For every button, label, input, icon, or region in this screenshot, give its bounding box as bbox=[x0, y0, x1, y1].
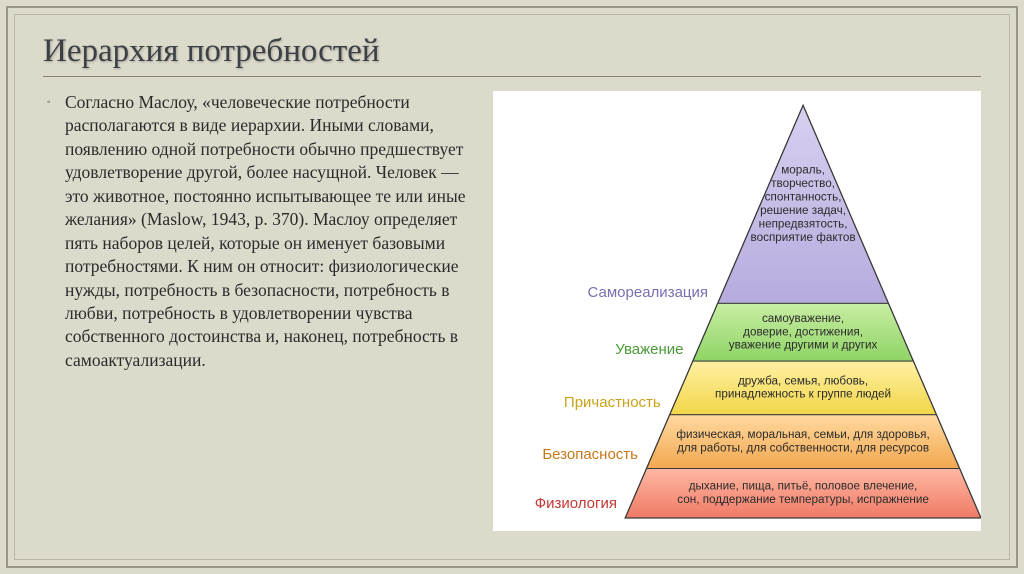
pyramid-panel: мораль,творчество,спонтанность,решение з… bbox=[493, 91, 981, 531]
content-row: ◦ Согласно Маслоу, «человеческие потребн… bbox=[43, 91, 981, 531]
pyramid-label-2: Причастность bbox=[493, 394, 661, 411]
pyramid-desc-0: мораль,творчество,спонтанность,решение з… bbox=[751, 164, 856, 244]
pyramid-label-3: Безопасность bbox=[493, 446, 638, 463]
pyramid-label-0: Самореализация bbox=[493, 284, 708, 301]
title-wrap: Иерархия потребностей bbox=[43, 33, 981, 77]
pyramid-svg: мораль,творчество,спонтанность,решение з… bbox=[493, 91, 981, 538]
bullet-icon: ◦ bbox=[47, 97, 51, 108]
text-column: ◦ Согласно Маслоу, «человеческие потребн… bbox=[43, 91, 483, 531]
pyramid-desc-2: дружба, семья, любовь,принадлежность к г… bbox=[715, 374, 891, 400]
outer-frame: Иерархия потребностей ◦ Согласно Маслоу,… bbox=[6, 6, 1018, 568]
pyramid-desc-4: дыхание, пища, питьё, половое влечение,с… bbox=[677, 480, 929, 506]
inner-frame: Иерархия потребностей ◦ Согласно Маслоу,… bbox=[14, 14, 1010, 560]
pyramid-label-1: Уважение bbox=[493, 341, 684, 358]
page-title: Иерархия потребностей bbox=[43, 33, 981, 70]
body-paragraph: Согласно Маслоу, «человеческие потребнос… bbox=[65, 91, 483, 372]
pyramid-label-4: Физиология bbox=[493, 495, 617, 512]
pyramid-desc-3: физическая, моральная, семьи, для здоров… bbox=[676, 428, 929, 454]
